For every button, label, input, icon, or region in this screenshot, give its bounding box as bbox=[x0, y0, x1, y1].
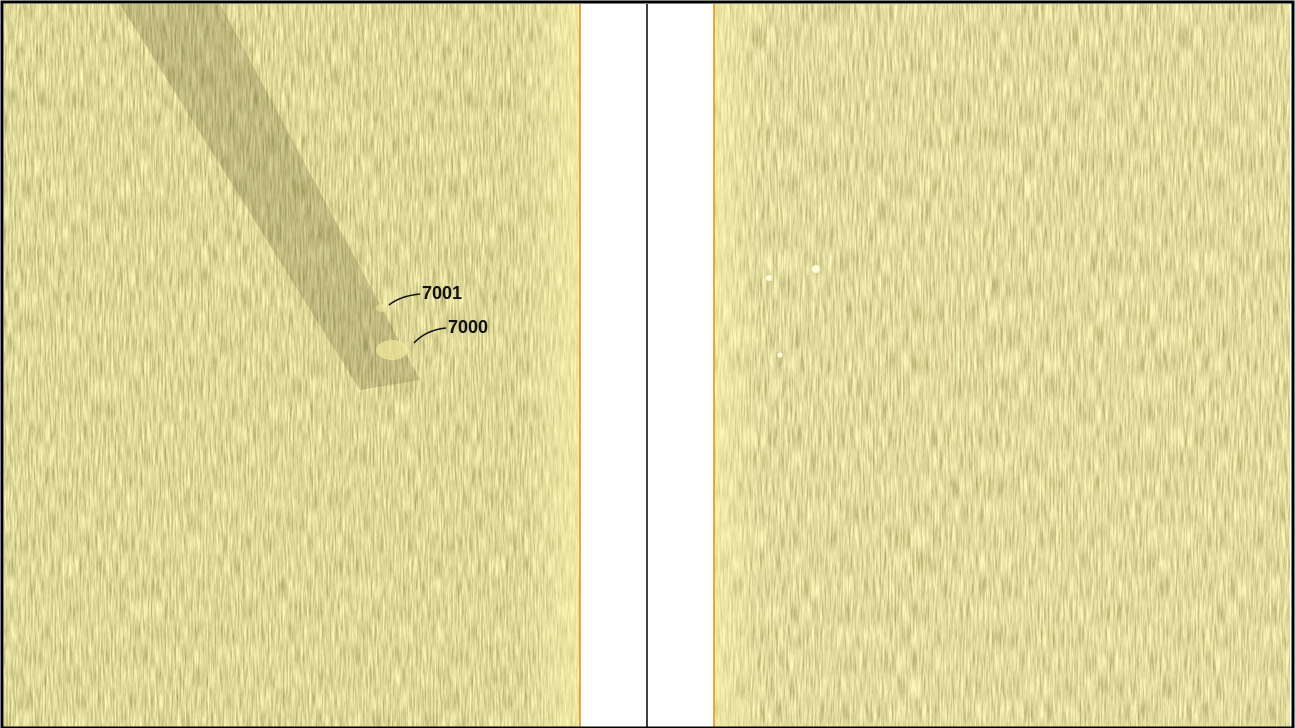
bright-return bbox=[812, 265, 820, 273]
sonar-image: 7001 7000 bbox=[0, 0, 1295, 728]
right-nadir-glow bbox=[714, 4, 1290, 728]
page: 7001 7000 (() => { const data = JSON.par… bbox=[0, 0, 1295, 728]
left-nadir-glow bbox=[4, 4, 580, 728]
annotation-label: 7001 bbox=[422, 283, 462, 303]
target-7001 bbox=[376, 304, 388, 312]
bright-return bbox=[778, 353, 783, 358]
target-7000 bbox=[376, 340, 408, 360]
bright-return bbox=[766, 275, 772, 281]
annotation-label: 7000 bbox=[448, 317, 488, 337]
